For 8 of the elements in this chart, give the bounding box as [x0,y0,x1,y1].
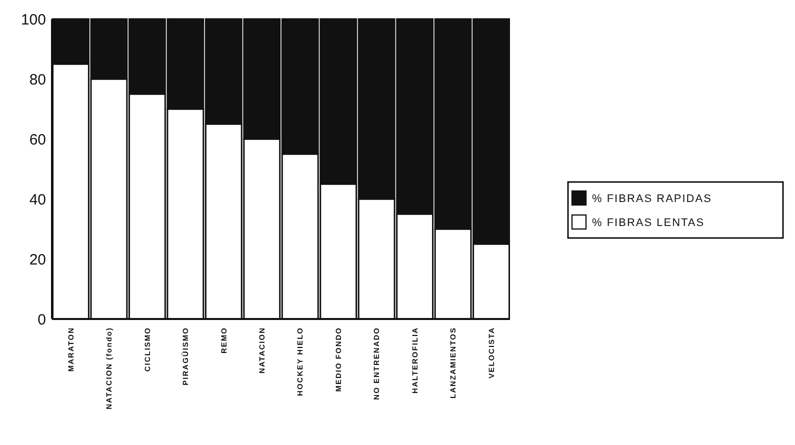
y-tick-label: 20 [29,251,46,268]
y-tick-label: 0 [38,311,46,328]
y-tick-label: 100 [20,11,46,28]
legend-label: % FIBRAS LENTAS [592,216,705,229]
y-tick-label: 60 [29,131,46,148]
y-tick-label: 40 [29,191,46,208]
legend-label: % FIBRAS RAPIDAS [592,192,712,205]
y-tick-label: 80 [29,71,46,88]
